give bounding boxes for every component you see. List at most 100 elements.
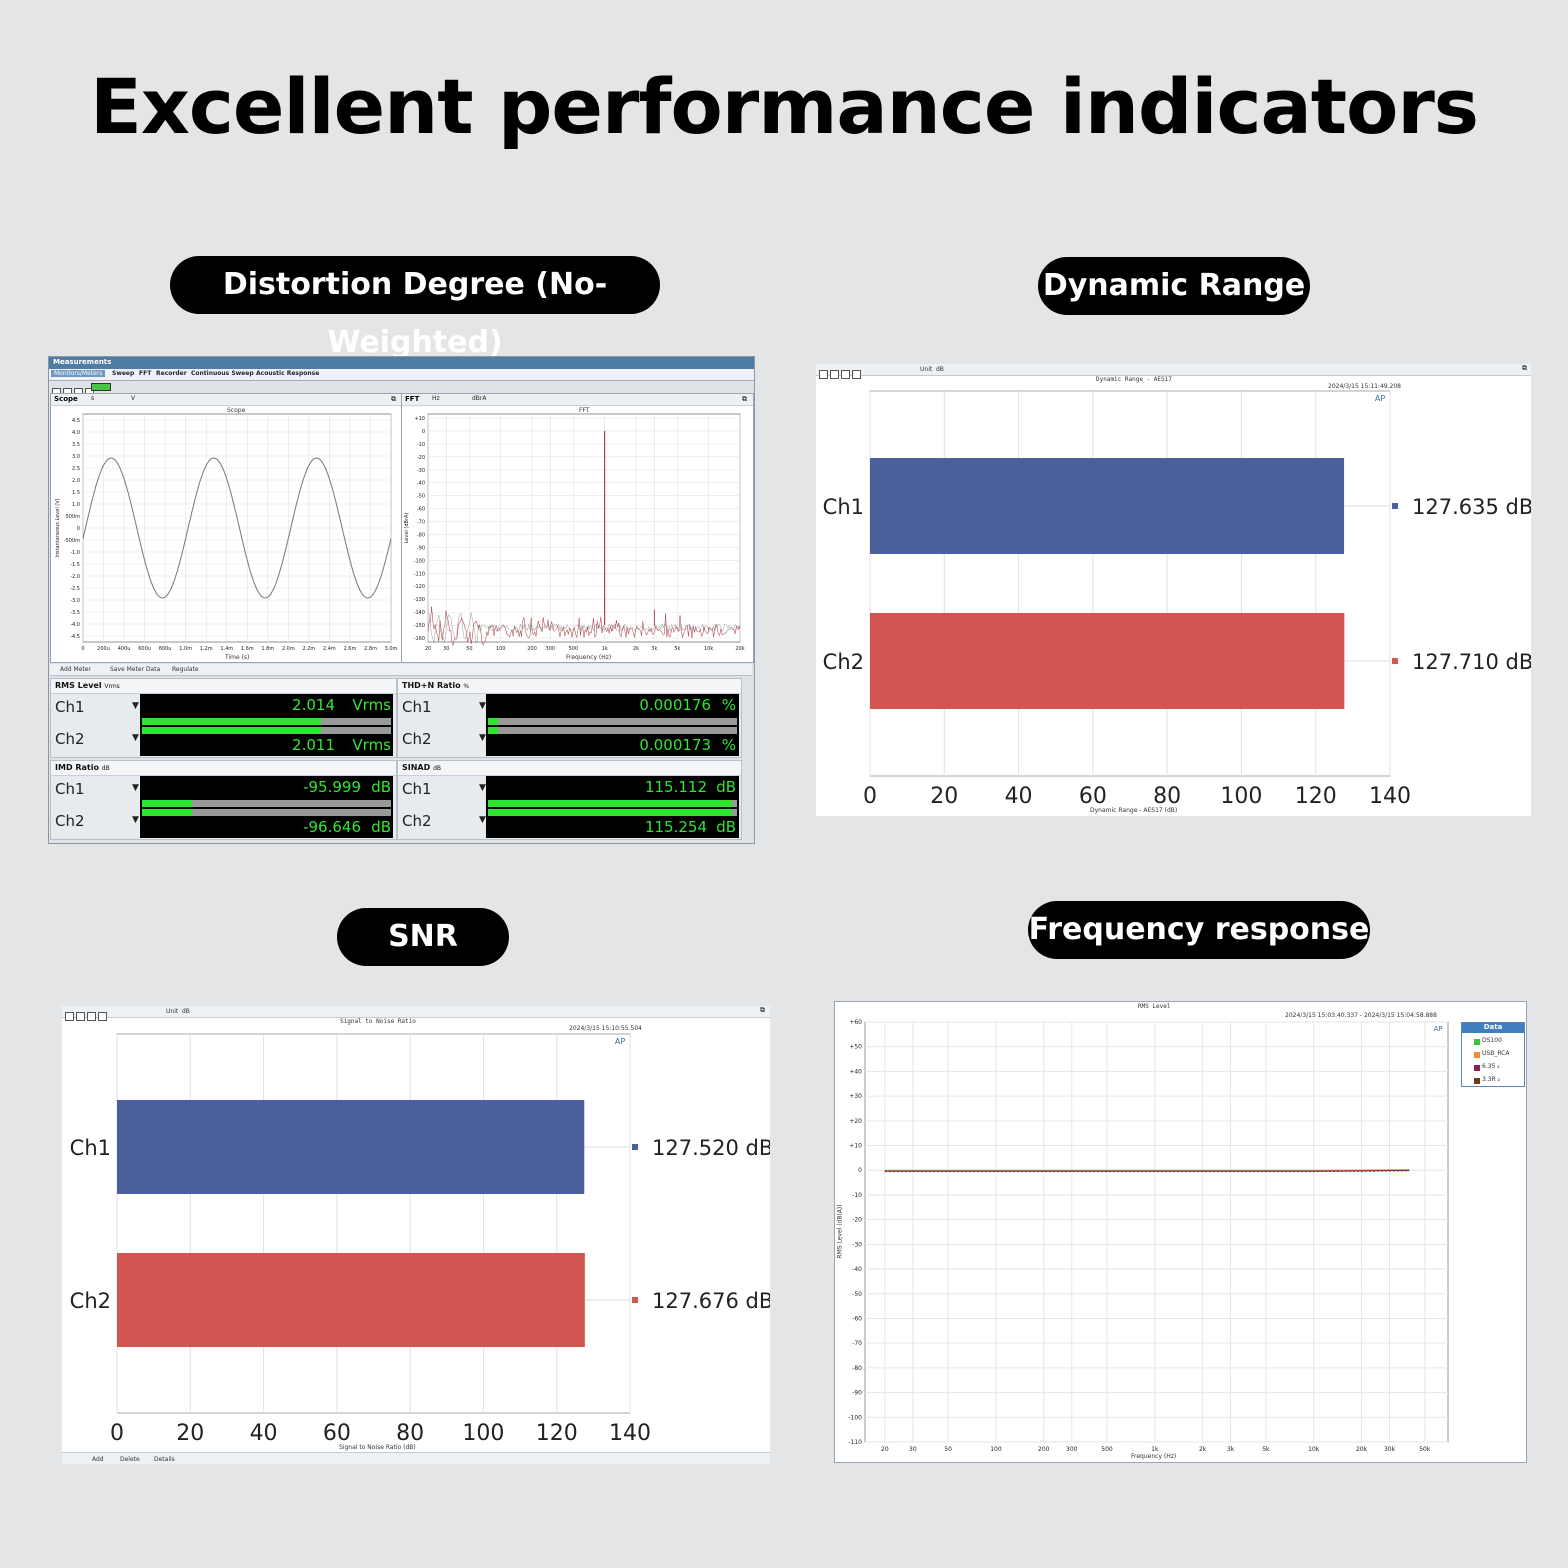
tab-monitors-meters[interactable]: Monitors/Meters — [51, 370, 106, 377]
x-tick-label: 2k — [1199, 1446, 1207, 1453]
legend-item-33r: 3.3R ₂ — [1482, 1076, 1501, 1083]
popout-icon[interactable]: ⧉ — [760, 1006, 765, 1014]
sinad-ch2-bar-fill — [488, 809, 733, 816]
chevron-down-icon[interactable]: ▼ — [132, 815, 139, 825]
scope-chart-title: Scope — [227, 407, 246, 414]
scope-ylabel: Instantaneous Level (V) — [55, 498, 61, 557]
x-tick-label: 30k — [1384, 1446, 1396, 1453]
tab-sweep[interactable]: Sweep — [112, 370, 135, 377]
sinad-unit-select[interactable]: dB — [433, 765, 441, 772]
grid-icon[interactable] — [819, 370, 828, 379]
x-tick-label: 300 — [1066, 1446, 1078, 1453]
x-tick-label: 10k — [1308, 1446, 1320, 1453]
chevron-down-icon[interactable]: ▼ — [479, 815, 486, 825]
rms-level-unit-select[interactable]: Vrms — [104, 683, 120, 690]
y-tick-label: -4.0 — [70, 622, 80, 628]
delete-button[interactable]: Delete — [120, 1456, 140, 1463]
x-tick-label: 400u — [118, 646, 131, 652]
settings-icon[interactable] — [87, 1012, 96, 1021]
tab-recorder[interactable]: Recorder — [156, 370, 187, 377]
scope-y-unit[interactable]: V — [131, 395, 136, 402]
thdn-unit-select[interactable]: % — [463, 683, 470, 690]
y-tick-label: 1.0 — [72, 502, 80, 508]
tab-continuous-sweep[interactable]: Continuous Sweep — [191, 370, 254, 377]
save-meter-data-button[interactable]: Save Meter Data — [110, 666, 161, 673]
toolbar-icons[interactable] — [818, 364, 862, 383]
series-line-3 — [884, 1170, 1410, 1173]
tab-acoustic-response[interactable]: Acoustic Response — [256, 370, 320, 377]
fft-x-unit[interactable]: Hz — [432, 395, 440, 402]
category-label-ch1: Ch1 — [823, 495, 864, 519]
scope-x-unit[interactable]: s — [91, 395, 95, 402]
fft-y-unit[interactable]: dBrA — [472, 395, 487, 402]
dr-unit-select[interactable]: dB — [936, 366, 944, 373]
zoom-icon[interactable] — [830, 370, 839, 379]
snr-xlabel: Signal to Noise Ratio (dB) — [339, 1444, 416, 1451]
section-label-frequency-response: Frequency response — [1028, 901, 1370, 959]
fr-chart: +60 +50 +40 +30 +20 +10 0 -10 -20 -30 -40 -50 -60 -70… — [848, 1019, 1449, 1453]
x-tick-label: 5k — [674, 646, 680, 652]
y-tick-label: -10 — [852, 1192, 862, 1199]
tab-fft[interactable]: FFT — [139, 370, 152, 377]
bar-ch2 — [117, 1253, 585, 1347]
value-marker — [632, 1144, 638, 1150]
plot-frame — [864, 1021, 1449, 1443]
add-meter-button[interactable]: Add Meter — [60, 666, 91, 673]
layout-icon[interactable] — [98, 1012, 107, 1021]
dr-toolbar: Unit dB ⧉ — [816, 364, 1531, 379]
rms-ch2-label: Ch2 — [55, 730, 85, 748]
zoom-icon[interactable] — [76, 1012, 85, 1021]
sinad-meter: SINAD dB Ch1 Ch2 ▼ ▼ 115.112 dB 115.254 … — [397, 760, 742, 840]
y-tick-label: -160 — [414, 636, 425, 642]
plot-frame — [116, 1033, 631, 1414]
x-tick-label: 3k — [1227, 1446, 1235, 1453]
imd-unit-select[interactable]: dB — [101, 765, 110, 772]
bar-ch1 — [117, 1100, 585, 1194]
y-tick-label: -90 — [852, 1390, 862, 1397]
popout-icon[interactable]: ⧉ — [391, 395, 396, 403]
legend-item-ds100: DS100 — [1482, 1037, 1502, 1044]
add-button[interactable]: Add — [92, 1456, 104, 1463]
snr-window: Unit dB ⧉ Signal to Noise Ratio 2024/3/1… — [62, 1006, 770, 1464]
x-tick-label: 60 — [1079, 784, 1107, 809]
x-tick-label: 0 — [81, 646, 84, 652]
thdn-ch2-unit: % — [721, 736, 736, 754]
y-tick-label: -2.5 — [70, 586, 80, 592]
x-tick-label: 30 — [443, 646, 449, 652]
settings-icon[interactable] — [841, 370, 850, 379]
chevron-down-icon[interactable]: ▼ — [479, 783, 486, 793]
snr-unit-select[interactable]: dB — [182, 1008, 190, 1015]
chevron-down-icon[interactable]: ▼ — [132, 733, 139, 743]
x-tick-label: 0 — [110, 1421, 124, 1446]
thdn-ch1-bar-fill — [488, 718, 498, 725]
layout-icon[interactable] — [852, 370, 861, 379]
details-button[interactable]: Details — [154, 1456, 175, 1463]
chevron-down-icon[interactable]: ▼ — [132, 783, 139, 793]
popout-icon[interactable]: ⧉ — [742, 395, 747, 403]
fft-trace-2 — [427, 612, 741, 644]
rms-level-header: RMS Level Vrms — [51, 679, 396, 694]
fr-legend[interactable]: Data DS100 USB_RCA 6.35 ₂ 3.3R ₂ — [1461, 1022, 1525, 1087]
x-tick-label: 2.6m — [344, 646, 357, 652]
fr-xlabel: Frequency (Hz) — [1131, 1453, 1177, 1460]
chevron-down-icon[interactable]: ▼ — [132, 701, 139, 711]
popout-icon[interactable]: ⧉ — [1522, 364, 1527, 372]
category-label-ch2: Ch2 — [70, 1289, 111, 1313]
toolbar-icons[interactable] — [64, 1006, 108, 1025]
x-tick-label: 200 — [1038, 1446, 1050, 1453]
legend-swatch-33r — [1474, 1078, 1480, 1084]
imd-ch1-bar — [142, 800, 391, 807]
toggle-on-icon[interactable] — [91, 383, 111, 391]
regulate-button[interactable]: Regulate — [172, 666, 199, 673]
x-tick-label: 2.0m — [282, 646, 295, 652]
chevron-down-icon[interactable]: ▼ — [479, 701, 486, 711]
value-label-ch1: 127.520 dB — [652, 1136, 770, 1160]
x-tick-label: 20 — [425, 646, 431, 652]
y-tick-label: 2.5 — [72, 466, 80, 472]
rms-ch1-unit: Vrms — [352, 696, 391, 714]
chevron-down-icon[interactable]: ▼ — [479, 733, 486, 743]
grid-icon[interactable] — [65, 1012, 74, 1021]
fft-xlabel: Frequency (Hz) — [566, 654, 612, 661]
x-tick-label: 2.2m — [302, 646, 315, 652]
scope-waveform — [82, 457, 392, 599]
